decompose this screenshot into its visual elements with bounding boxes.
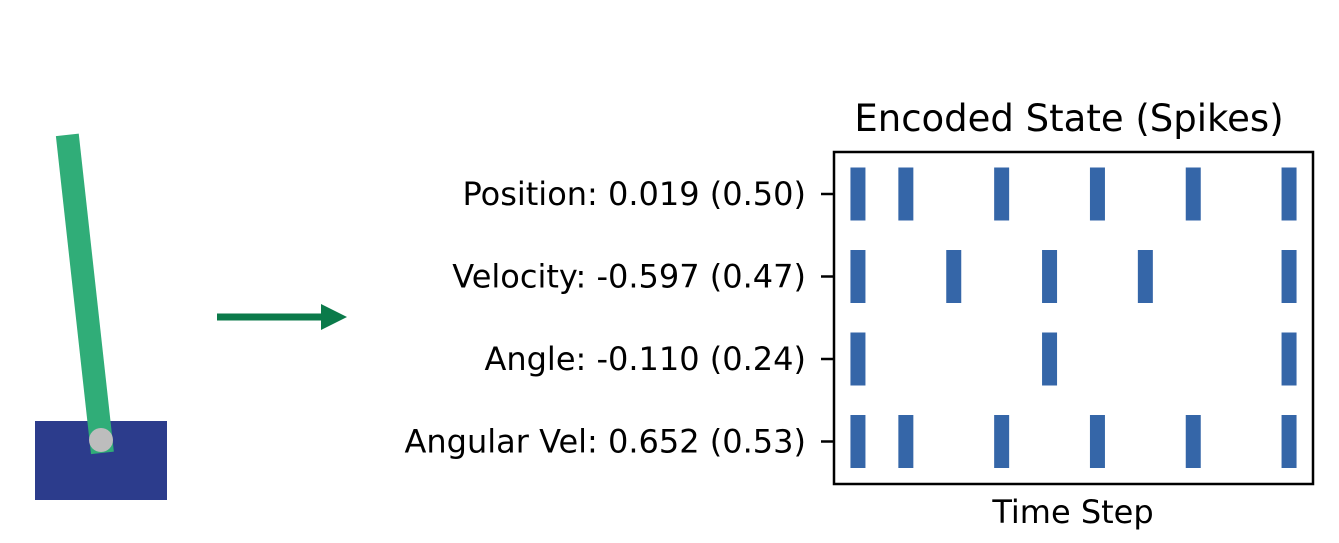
spike-mark	[1089, 167, 1105, 221]
spike-marks	[850, 167, 1297, 468]
row-label: Angular Vel: 0.652 (0.53)	[404, 423, 806, 461]
spike-mark	[1137, 250, 1153, 303]
spike-mark	[1042, 250, 1058, 303]
plot-frame	[832, 150, 1315, 486]
row-label: Velocity: -0.597 (0.47)	[452, 258, 806, 296]
row-label: Angle: -0.110 (0.24)	[484, 340, 806, 378]
y-ticks	[821, 192, 834, 443]
pole	[55, 133, 114, 455]
spike-mark	[1281, 250, 1297, 303]
spike-mark	[1185, 167, 1201, 221]
spike-mark	[994, 167, 1010, 221]
spike-mark	[1281, 332, 1297, 386]
spike-mark	[898, 167, 914, 221]
spike-mark	[1281, 415, 1297, 468]
spike-mark	[850, 250, 866, 303]
pivot-joint	[89, 428, 113, 452]
arrow-head	[321, 304, 347, 330]
x-axis-label: Time Step	[991, 493, 1153, 531]
row-labels: Position: 0.019 (0.50) Velocity: -0.597 (…	[404, 175, 806, 461]
spike-mark	[850, 415, 866, 468]
encoding-arrow	[217, 304, 347, 330]
spike-mark	[1042, 332, 1058, 386]
spike-mark	[850, 332, 866, 386]
spike-mark	[1281, 167, 1297, 221]
spike-mark	[898, 415, 914, 468]
spike-mark	[1185, 415, 1201, 468]
chart-title: Encoded State (Spikes)	[854, 97, 1283, 140]
spike-mark	[1089, 415, 1105, 468]
cartpole-illustration	[35, 133, 167, 500]
spike-mark	[994, 415, 1010, 468]
pole-group	[55, 133, 114, 455]
row-label: Position: 0.019 (0.50)	[462, 175, 806, 213]
spike-raster-chart: Encoded State (Spikes) Position: 0.019 (…	[404, 97, 1315, 531]
spike-mark	[850, 167, 866, 221]
spike-mark	[946, 250, 962, 303]
